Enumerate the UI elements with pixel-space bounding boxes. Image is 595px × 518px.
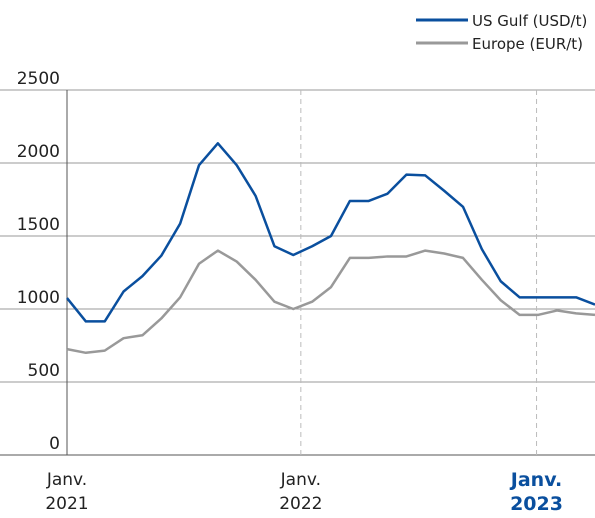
y-tick-label: 1500 [17, 215, 60, 235]
x-tick-label: Janv. 2021 [45, 470, 89, 514]
series-line [66, 249, 595, 355]
legend-label: Europe (EUR/t) [472, 35, 583, 53]
series-line [66, 142, 595, 323]
legend-label: US Gulf (USD/t) [472, 12, 587, 30]
x-tick-label: Janv. 2022 [279, 470, 323, 514]
y-tick-label: 2500 [17, 69, 60, 89]
y-tick-label: 2000 [17, 142, 60, 162]
y-tick-label: 500 [28, 361, 60, 381]
y-tick-label: 1000 [17, 288, 60, 308]
y-tick-label: 0 [49, 434, 60, 454]
x-tick-label: Janv. 2023 [510, 469, 563, 515]
